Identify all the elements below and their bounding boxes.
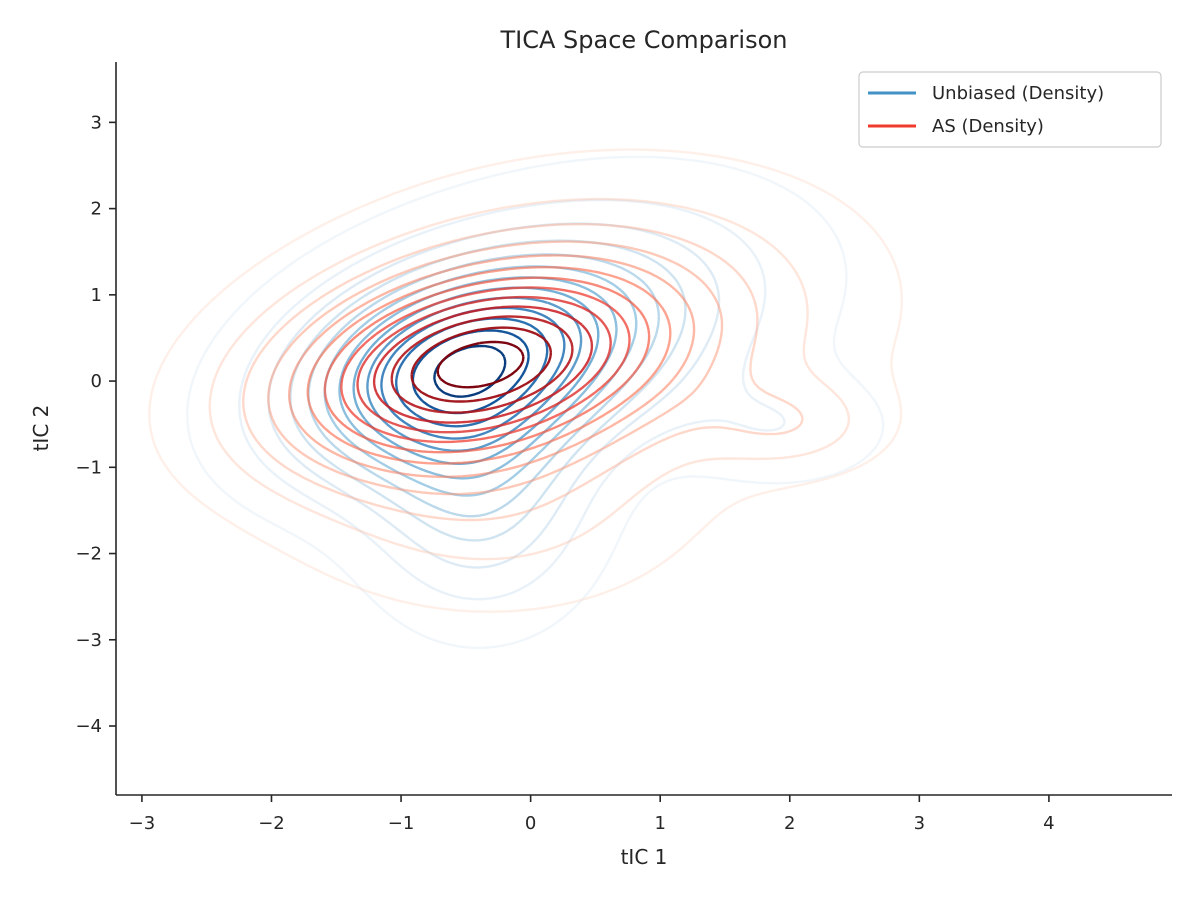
y-tick-label: −3 xyxy=(75,630,102,651)
contour-line xyxy=(288,254,696,478)
chart-title: TICA Space Comparison xyxy=(499,26,787,54)
contour-line xyxy=(148,148,903,613)
x-tick-label: 4 xyxy=(1043,813,1054,834)
contour-line xyxy=(410,326,553,403)
x-axis-label: tIC 1 xyxy=(621,845,668,869)
contour-line xyxy=(306,266,672,465)
legend: Unbiased (Density) AS (Density) xyxy=(858,71,1162,148)
contour-line xyxy=(208,197,851,561)
y-tick-label: −1 xyxy=(75,457,102,478)
x-tick-label: −2 xyxy=(258,813,285,834)
x-tick-label: 3 xyxy=(914,813,925,834)
x-tick-label: −1 xyxy=(388,813,415,834)
legend-label: Unbiased (Density) xyxy=(932,83,1104,104)
x-tick-label: 2 xyxy=(784,813,795,834)
legend-label: AS (Density) xyxy=(932,116,1044,137)
contour-line xyxy=(356,295,612,434)
x-tick-label: −3 xyxy=(129,813,156,834)
contour-line xyxy=(238,198,786,601)
contour-line xyxy=(186,155,885,649)
plot-area xyxy=(148,148,903,649)
contour-line xyxy=(372,305,594,424)
contour-line xyxy=(242,223,804,522)
y-tick-label: 1 xyxy=(91,285,102,306)
legend-box xyxy=(858,71,1162,148)
axes: −3 −2 −1 0 1 2 3 4 −4 −3 −2 −1 0 1 2 3 xyxy=(75,62,1172,834)
y-tick-label: 0 xyxy=(91,371,102,392)
y-axis-label: tIC 2 xyxy=(29,405,53,452)
contour-line xyxy=(340,286,631,444)
y-tick-label: −4 xyxy=(75,716,102,737)
contour-line xyxy=(436,340,525,389)
contour-line xyxy=(390,315,574,414)
contour-line xyxy=(323,276,651,454)
x-tick-label: 1 xyxy=(654,813,665,834)
y-tick-label: 2 xyxy=(91,199,102,220)
contour-line xyxy=(267,240,724,496)
contour-line xyxy=(433,344,507,398)
x-tick-label: 0 xyxy=(525,813,536,834)
y-tick-label: 3 xyxy=(91,112,102,133)
y-tick-label: −2 xyxy=(75,544,102,565)
